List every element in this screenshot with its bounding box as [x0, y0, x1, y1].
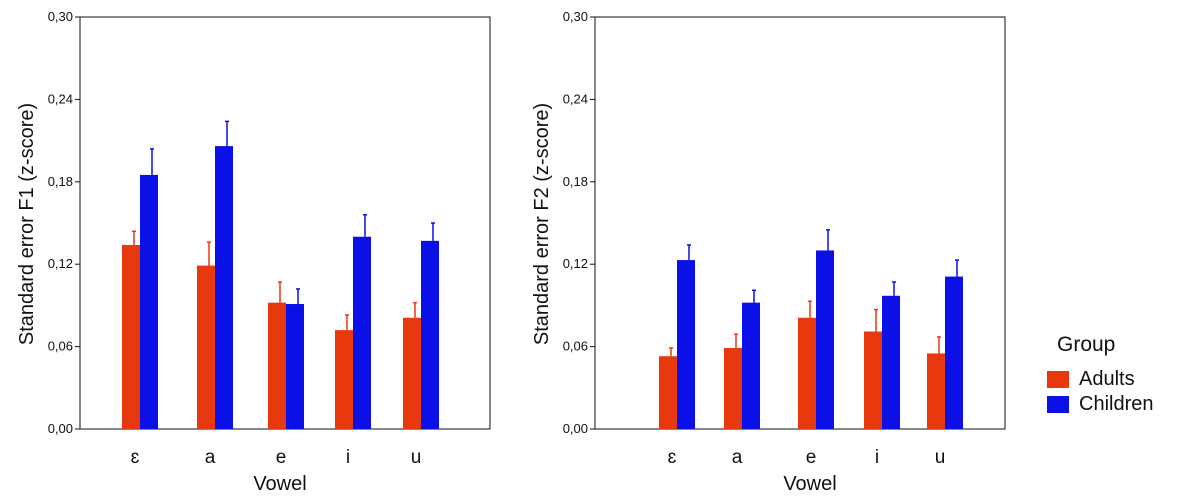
- bar-children: [945, 276, 963, 429]
- y-ticks: [75, 16, 80, 430]
- bar-children: [421, 240, 439, 429]
- x-tick-label: e: [276, 447, 287, 468]
- bars: [122, 146, 439, 430]
- bar-adults: [724, 347, 742, 429]
- bar-children: [742, 302, 760, 429]
- bar-children: [816, 250, 834, 429]
- y-tick-label: 0,00: [48, 421, 73, 436]
- y-tick-label: 0,18: [48, 174, 73, 189]
- y-tick-label: 0,06: [48, 339, 73, 354]
- x-tick-label: ɛ: [131, 447, 140, 468]
- legend-swatch-children: [1047, 396, 1069, 413]
- bar-adults: [335, 330, 353, 429]
- legend-label-adults: Adults: [1079, 368, 1135, 390]
- x-tick-label: e: [806, 447, 817, 468]
- y-tick-label: 0,12: [563, 256, 588, 271]
- bar-adults: [927, 353, 945, 429]
- legend-title: Group: [1057, 333, 1116, 356]
- y-ticks: [590, 16, 595, 430]
- bar-adults: [268, 302, 286, 429]
- bar-children: [353, 236, 371, 429]
- bar-children: [882, 295, 900, 429]
- y-tick-label: 0,06: [563, 339, 588, 354]
- bar-children: [286, 304, 304, 429]
- x-tick-label: i: [875, 447, 879, 468]
- x-axis-label: Vowel: [253, 473, 306, 495]
- bar-adults: [798, 317, 816, 429]
- y-tick-label: 0,12: [48, 256, 73, 271]
- error-bars: [669, 229, 959, 357]
- x-tick-label: a: [732, 447, 743, 468]
- x-tick-label: u: [411, 447, 422, 468]
- bar-children: [215, 146, 233, 430]
- x-tick-label: ɛ: [668, 447, 677, 468]
- chart-panel-f2: 0,00 0,06 0,12 0,18 0,24 0,30 ɛ a e i u Vowel Sta…: [531, 9, 1006, 495]
- y-axis-label: Standard error F1 (z-score): [16, 103, 38, 345]
- y-axis-label: Standard error F2 (z-score): [531, 103, 553, 345]
- legend: Group Adults Children: [1047, 333, 1153, 417]
- bars: [659, 250, 963, 429]
- bar-children: [140, 174, 158, 429]
- y-tick-label: 0,24: [563, 91, 588, 106]
- bar-adults: [403, 317, 421, 429]
- legend-item-children: Children: [1047, 392, 1153, 417]
- x-tick-label: a: [205, 447, 216, 468]
- legend-swatch-adults: [1047, 371, 1069, 388]
- y-tick-label: 0,30: [48, 9, 73, 24]
- chart-panel-f1: 0,00 0,06 0,12 0,18 0,24 0,30 ɛ a e i u Vowel Sta…: [16, 9, 491, 495]
- y-tick-label: 0,24: [48, 91, 73, 106]
- legend-label-children: Children: [1079, 393, 1154, 415]
- bar-adults: [659, 356, 677, 429]
- error-bars: [132, 120, 435, 331]
- x-tick-label: i: [346, 447, 350, 468]
- y-tick-label: 0,00: [563, 421, 588, 436]
- legend-item-adults: Adults: [1047, 367, 1153, 392]
- bar-adults: [122, 244, 140, 429]
- bar-adults: [864, 331, 882, 429]
- bar-adults: [197, 265, 215, 429]
- y-tick-label: 0,18: [563, 174, 588, 189]
- y-tick-labels: 0,00 0,06 0,12 0,18 0,24 0,30: [48, 9, 73, 436]
- bar-children: [677, 260, 695, 429]
- x-tick-label: u: [935, 447, 946, 468]
- y-tick-label: 0,30: [563, 9, 588, 24]
- y-tick-labels: 0,00 0,06 0,12 0,18 0,24 0,30: [563, 9, 588, 436]
- x-axis-label: Vowel: [783, 473, 836, 495]
